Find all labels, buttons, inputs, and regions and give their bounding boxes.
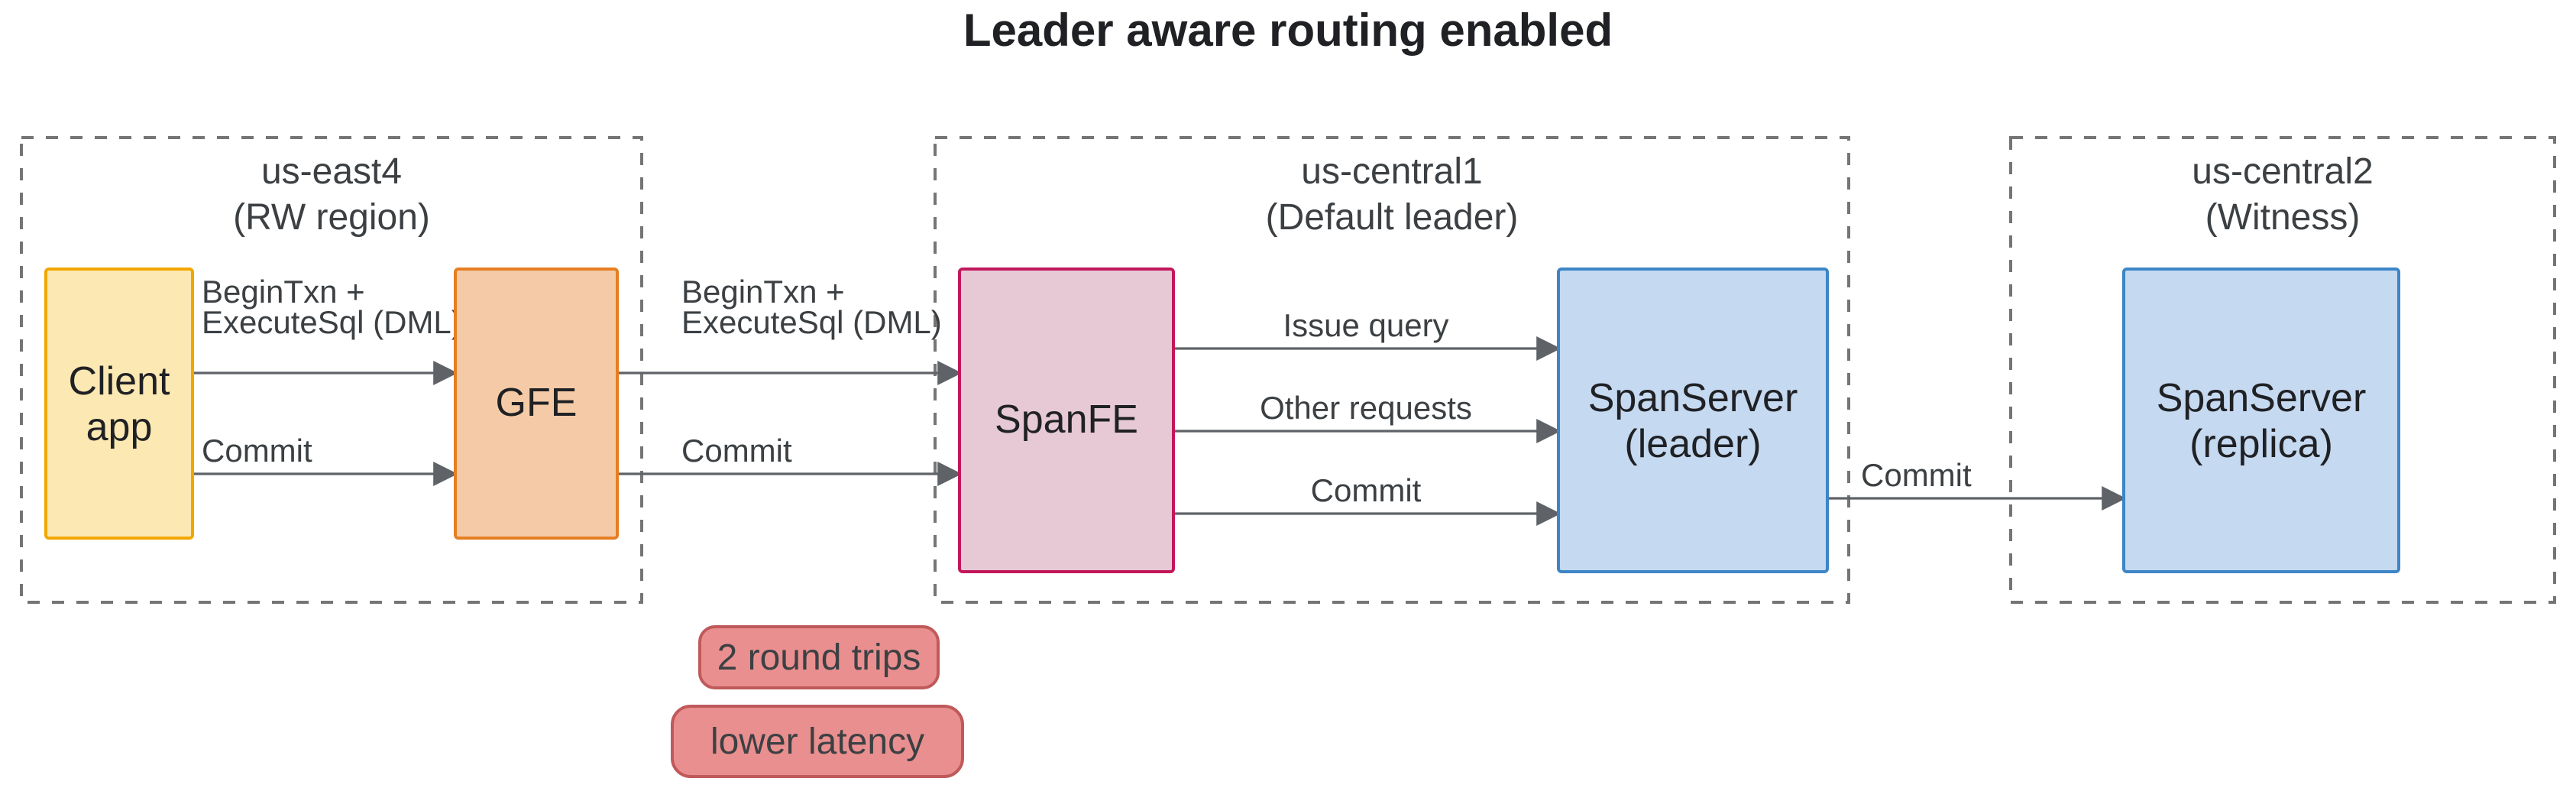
edge-e5: Issue query	[1173, 307, 1558, 349]
edge-label: Commit	[1311, 472, 1422, 508]
edge-e4: Commit	[617, 433, 960, 474]
edge-e1: BeginTxn +ExecuteSql (DML)	[193, 274, 462, 373]
edge-e2: Commit	[193, 433, 455, 474]
node-label: SpanFE	[995, 397, 1138, 442]
node-label: Client	[69, 359, 170, 404]
region-label: us-central1	[1301, 151, 1482, 192]
edge-label: Commit	[681, 433, 792, 469]
badge-b1: 2 round trips	[700, 627, 938, 688]
node-spanserver_replica: SpanServer(replica)	[2124, 269, 2399, 572]
edge-e7: Commit	[1173, 472, 1558, 514]
region-label: us-east4	[261, 151, 402, 192]
node-label: SpanServer	[2157, 376, 2367, 420]
region-label: us-central2	[2192, 151, 2373, 192]
node-label-2: app	[86, 405, 153, 449]
region-sublabel: (Witness)	[2205, 197, 2361, 238]
edge-label: Other requests	[1260, 390, 1472, 426]
edge-e8: Commit	[1827, 457, 2124, 498]
node-spanserver_leader: SpanServer(leader)	[1558, 269, 1827, 572]
diagram-title: Leader aware routing enabled	[963, 5, 1613, 56]
edge-label: Commit	[1861, 457, 1972, 493]
node-client: Clientapp	[46, 269, 193, 538]
edge-label-2: ExecuteSql (DML)	[681, 304, 942, 340]
region-sublabel: (Default leader)	[1266, 197, 1519, 238]
node-label-2: (replica)	[2189, 422, 2333, 466]
region-sublabel: (RW region)	[233, 197, 430, 238]
badge-label: lower latency	[710, 722, 924, 762]
node-label-2: (leader)	[1624, 422, 1761, 466]
edge-label: Issue query	[1283, 307, 1448, 343]
node-label: GFE	[496, 381, 578, 425]
edge-e6: Other requests	[1173, 390, 1558, 431]
edge-label-2: ExecuteSql (DML)	[202, 304, 462, 340]
edge-label: Commit	[202, 433, 312, 469]
node-label: SpanServer	[1588, 376, 1798, 420]
node-spanfe: SpanFE	[960, 269, 1173, 572]
node-gfe: GFE	[455, 269, 617, 538]
badge-b2: lower latency	[672, 706, 963, 777]
edge-e3: BeginTxn +ExecuteSql (DML)	[617, 274, 960, 373]
badge-label: 2 round trips	[717, 637, 921, 678]
